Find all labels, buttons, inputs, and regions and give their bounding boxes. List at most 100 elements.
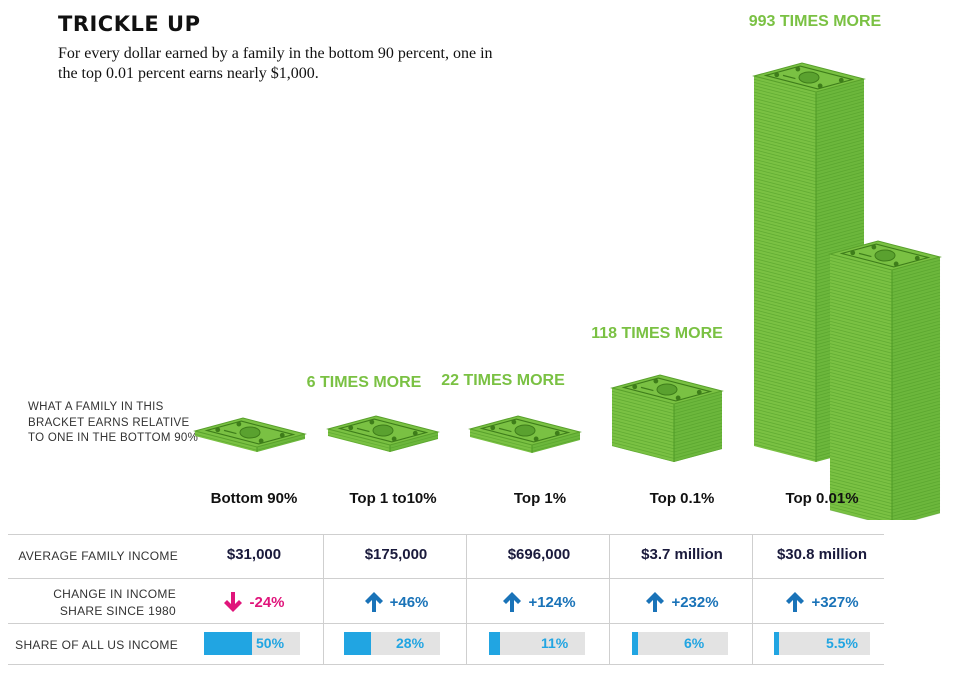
arrow-up-icon xyxy=(364,592,383,612)
change-value: +327% xyxy=(811,593,859,611)
bill-border xyxy=(839,243,931,268)
bill-detail xyxy=(356,427,370,433)
bill-corner-dot xyxy=(279,432,285,438)
income-bottom-90: $31,000 xyxy=(226,546,282,563)
share-bar-fill xyxy=(632,632,638,655)
bill-corner-dot xyxy=(914,255,920,261)
share-bar-fill xyxy=(204,632,252,655)
bill-stack-bottom-90 xyxy=(193,417,307,452)
bill-corner-dot xyxy=(258,438,264,444)
bill-portrait xyxy=(798,71,820,84)
bill-corner-dot xyxy=(696,389,702,395)
share-bar-top-1-10: 28% xyxy=(344,632,440,655)
share-bar-fill xyxy=(774,632,780,655)
share-value: 28% xyxy=(396,635,425,651)
income-top-1-10: $175,000 xyxy=(364,546,428,563)
share-value: 11% xyxy=(541,635,569,651)
bill-border xyxy=(621,377,713,402)
column-divider xyxy=(609,534,610,665)
arrow-up-icon xyxy=(503,592,522,612)
bill-corner-dot xyxy=(554,430,560,436)
column-divider xyxy=(466,534,467,665)
bill-stack-top-0-01-front xyxy=(828,240,942,520)
bill-edge xyxy=(829,506,941,520)
bill-corner-dot xyxy=(795,66,801,72)
share-bar-bottom-90: 50% xyxy=(204,632,300,655)
bill-corner-dot xyxy=(838,77,844,83)
bill-corner-dot xyxy=(675,395,681,401)
bill-portrait xyxy=(239,426,261,439)
chart-subtitle: For every dollar earned by a family in t… xyxy=(58,45,493,82)
bill-corner-dot xyxy=(817,83,823,89)
bracket-label-top-1-10: Top 1 to10% xyxy=(349,490,437,507)
multiple-label-top-0-01: 993 TIMES MORE xyxy=(748,13,882,30)
row-label-income: AVERAGE FAMILY INCOME xyxy=(18,549,178,563)
share-value: 50% xyxy=(256,635,285,651)
change-value: +124% xyxy=(528,593,576,611)
bill-edge xyxy=(829,509,941,520)
share-bar-top-0-1: 6% xyxy=(632,632,728,655)
column-divider xyxy=(323,534,324,665)
bracket-label-top-1: Top 1% xyxy=(513,490,567,507)
change-top-0-01: +327% xyxy=(752,591,892,613)
bill-corner-dot xyxy=(871,244,877,250)
table-divider xyxy=(8,664,884,665)
row-label-change: CHANGE IN INCOME SHARE SINCE 1980 xyxy=(53,587,176,618)
arrow-up-icon xyxy=(786,592,805,612)
bill-portrait xyxy=(372,424,394,437)
bill-corner-dot xyxy=(236,421,242,427)
bill-corner-dot xyxy=(533,436,539,442)
bill-border xyxy=(479,418,571,443)
bill-corner-dot xyxy=(653,378,659,384)
bill-corner-dot xyxy=(369,419,375,425)
bill-detail xyxy=(640,386,654,392)
bill-border xyxy=(204,420,296,445)
bill-portrait xyxy=(874,249,896,262)
bill-detail xyxy=(858,252,872,258)
stack-side xyxy=(195,431,257,452)
money-stacks-graphic xyxy=(193,62,942,520)
arrow-down-icon xyxy=(224,592,243,612)
change-bottom-90: -24% xyxy=(184,591,324,613)
table-divider xyxy=(8,623,884,624)
bill-border xyxy=(337,418,429,443)
table-divider xyxy=(8,578,884,579)
share-bar-fill xyxy=(489,632,500,655)
share-bar-fill xyxy=(344,632,371,655)
bill-portrait xyxy=(514,424,536,437)
change-top-1: +124% xyxy=(469,591,609,613)
bill-stack-top-0-1 xyxy=(610,374,724,463)
multiple-label-top-1-10: 6 TIMES MORE xyxy=(306,374,422,391)
share-bar-top-0-01: 5.5% xyxy=(774,632,870,655)
bill-border xyxy=(763,65,855,90)
bill-corner-dot xyxy=(893,261,899,267)
bill-corner-dot xyxy=(511,419,517,425)
income-top-0-1: $3.7 million xyxy=(641,546,723,563)
change-top-0-1: +232% xyxy=(612,591,752,613)
bracket-label-bottom-90: Bottom 90% xyxy=(210,490,298,507)
bill-corner-dot xyxy=(490,425,496,431)
stack-legend-note: WHAT A FAMILY IN THIS BRACKET EARNS RELA… xyxy=(28,401,199,444)
stack-side xyxy=(257,434,305,452)
share-value: 6% xyxy=(684,635,705,651)
bill-corner-dot xyxy=(348,425,354,431)
bill-stack-top-1 xyxy=(468,415,582,453)
share-bar-top-1: 11% xyxy=(489,632,585,655)
income-top-0-01: $30.8 million xyxy=(776,546,868,563)
bill-detail xyxy=(498,427,512,433)
bill-corner-dot xyxy=(850,250,856,256)
row-label-share: SHARE OF ALL US INCOME xyxy=(15,638,178,652)
bracket-label-top-0-1: Top 0.1% xyxy=(649,490,715,507)
multiple-label-top-0-1: 118 TIMES MORE xyxy=(591,325,723,342)
bill-corner-dot xyxy=(774,72,780,78)
bill-portrait xyxy=(656,383,678,396)
bill-corner-dot xyxy=(632,384,638,390)
change-top-1-10: +46% xyxy=(326,591,466,613)
table-divider xyxy=(8,534,884,535)
bill-corner-dot xyxy=(412,430,418,436)
bill-corner-dot xyxy=(391,436,397,442)
chart-title: TRICKLE UP xyxy=(58,12,201,36)
arrow-up-icon xyxy=(646,592,665,612)
bill-corner-dot xyxy=(215,427,221,433)
bill-detail xyxy=(223,429,237,435)
